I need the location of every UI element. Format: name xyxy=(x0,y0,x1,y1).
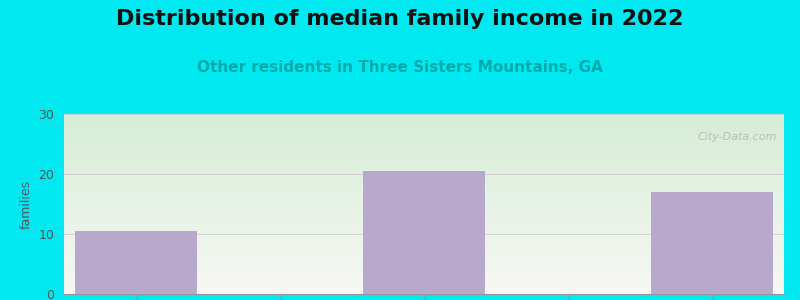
Text: Distribution of median family income in 2022: Distribution of median family income in … xyxy=(116,9,684,29)
Bar xyxy=(651,192,773,294)
Bar xyxy=(362,171,485,294)
Bar xyxy=(75,231,197,294)
Text: City-Data.com: City-Data.com xyxy=(698,132,777,142)
Text: Other residents in Three Sisters Mountains, GA: Other residents in Three Sisters Mountai… xyxy=(197,60,603,75)
Y-axis label: families: families xyxy=(20,179,33,229)
